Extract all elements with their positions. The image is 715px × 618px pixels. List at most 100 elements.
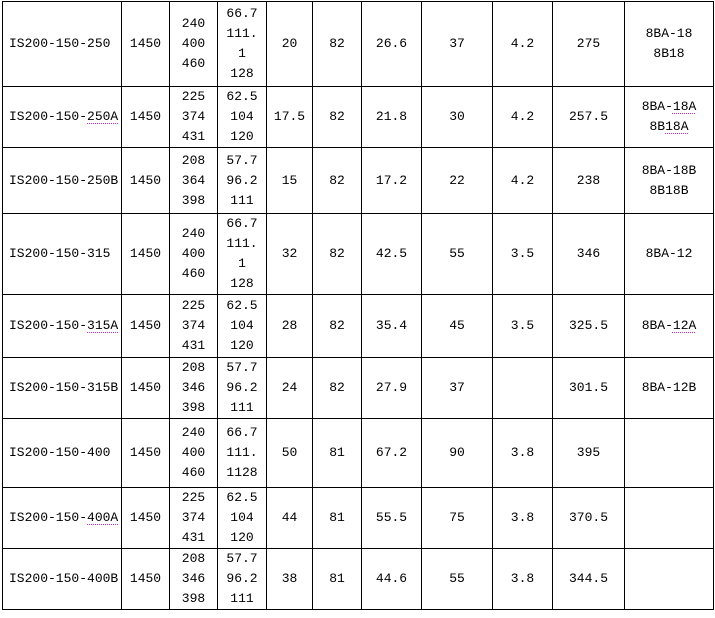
flow-ls-cell: 66.7 111. 1128 [217, 418, 267, 488]
flow-cell: 225 374 431 [169, 86, 218, 148]
spellcheck-squiggle: 400A [87, 510, 119, 525]
impeller-dia-cell: 257.5 [552, 86, 625, 148]
npsh-cell: 4.2 [492, 147, 553, 214]
flow-ls-cell: 57.7 96.2 111 [217, 357, 267, 419]
motor-power-cell: 37 [421, 1, 493, 87]
pump-code-cell: 8BA-18B 8B18B [624, 147, 714, 214]
motor-power-cell: 90 [421, 418, 493, 488]
efficiency-cell: 81 [312, 487, 362, 549]
flow-cell: 225 374 431 [169, 487, 218, 549]
flow-ls-cell: 62.5 104 120 [217, 294, 267, 358]
shaft-power-cell: 17.2 [361, 147, 422, 214]
shaft-power-cell: 27.9 [361, 357, 422, 419]
flow-cell: 240 400 460 [169, 418, 218, 488]
table-row: IS200-150-315B 1450 208 346 398 57.7 96.… [2, 357, 714, 419]
head-cell: 17.5 [266, 86, 313, 148]
pump-code-cell: 8BA-12A [624, 294, 714, 358]
pump-code-cell [624, 548, 714, 610]
model-cell: IS200-150-400 [2, 418, 122, 488]
shaft-power-cell: 35.4 [361, 294, 422, 358]
flow-ls-cell: 62.5 104 120 [217, 487, 267, 549]
impeller-dia-cell: 346 [552, 213, 625, 295]
head-cell: 24 [266, 357, 313, 419]
spellcheck-squiggle: 250A [87, 109, 119, 124]
table-row: IS200-150-315 1450 240 400 460 66.7 111.… [2, 213, 714, 295]
pump-code-cell: 8BA-18 8B18 [624, 1, 714, 87]
pump-code-cell: 8BA-18A 8B18A [624, 86, 714, 148]
table-row: IS200-150-250B 1450 208 364 398 57.7 96.… [2, 147, 714, 214]
impeller-dia-cell: 370.5 [552, 487, 625, 549]
npsh-cell: 3.8 [492, 487, 553, 549]
flow-cell: 240 400 460 [169, 213, 218, 295]
pump-code-cell [624, 418, 714, 488]
table-row: IS200-150-315A 1450 225 374 431 62.5 104… [2, 294, 714, 358]
shaft-power-cell: 21.8 [361, 86, 422, 148]
shaft-power-cell: 26.6 [361, 1, 422, 87]
motor-power-cell: 45 [421, 294, 493, 358]
npsh-cell: 3.8 [492, 418, 553, 488]
model-cell: IS200-150-250A [2, 86, 122, 148]
model-cell: IS200-150-315A [2, 294, 122, 358]
model-cell: IS200-150-400B [2, 548, 122, 610]
efficiency-cell: 82 [312, 294, 362, 358]
head-cell: 15 [266, 147, 313, 214]
head-cell: 32 [266, 213, 313, 295]
motor-power-cell: 37 [421, 357, 493, 419]
impeller-dia-cell: 275 [552, 1, 625, 87]
efficiency-cell: 82 [312, 86, 362, 148]
efficiency-cell: 82 [312, 147, 362, 214]
model-cell: IS200-150-250B [2, 147, 122, 214]
shaft-power-cell: 42.5 [361, 213, 422, 295]
spellcheck-squiggle: 18A [665, 119, 689, 134]
speed-cell: 1450 [121, 357, 170, 419]
spellcheck-squiggle: 12A [672, 318, 697, 333]
flow-cell: 225 374 431 [169, 294, 218, 358]
model-cell: IS200-150-315 [2, 213, 122, 295]
motor-power-cell: 55 [421, 213, 493, 295]
speed-cell: 1450 [121, 418, 170, 488]
flow-cell: 208 346 398 [169, 357, 218, 419]
impeller-dia-cell: 325.5 [552, 294, 625, 358]
flow-cell: 240 400 460 [169, 1, 218, 87]
pump-code-cell [624, 487, 714, 549]
pump-code-cell: 8BA-12 [624, 213, 714, 295]
model-cell: IS200-150-315B [2, 357, 122, 419]
efficiency-cell: 82 [312, 357, 362, 419]
head-cell: 50 [266, 418, 313, 488]
npsh-cell: 4.2 [492, 86, 553, 148]
speed-cell: 1450 [121, 213, 170, 295]
head-cell: 28 [266, 294, 313, 358]
flow-ls-cell: 62.5 104 120 [217, 86, 267, 148]
head-cell: 44 [266, 487, 313, 549]
speed-cell: 1450 [121, 294, 170, 358]
head-cell: 20 [266, 1, 313, 87]
flow-ls-cell: 57.7 96.2 111 [217, 548, 267, 610]
table-row: IS200-150-250 1450 240 400 460 66.7 111.… [2, 1, 714, 87]
impeller-dia-cell: 395 [552, 418, 625, 488]
motor-power-cell: 75 [421, 487, 493, 549]
impeller-dia-cell: 301.5 [552, 357, 625, 419]
npsh-cell: 3.5 [492, 294, 553, 358]
model-cell: IS200-150-400A [2, 487, 122, 549]
motor-power-cell: 55 [421, 548, 493, 610]
efficiency-cell: 82 [312, 213, 362, 295]
shaft-power-cell: 44.6 [361, 548, 422, 610]
efficiency-cell: 81 [312, 548, 362, 610]
flow-ls-cell: 57.7 96.2 111 [217, 147, 267, 214]
model-cell: IS200-150-250 [2, 1, 122, 87]
spellcheck-squiggle: 315A [87, 318, 119, 333]
motor-power-cell: 22 [421, 147, 493, 214]
table-row: IS200-150-400B 1450 208 346 398 57.7 96.… [2, 548, 714, 610]
speed-cell: 1450 [121, 1, 170, 87]
table-row: IS200-150-400 1450 240 400 460 66.7 111.… [2, 418, 714, 488]
speed-cell: 1450 [121, 487, 170, 549]
npsh-cell: 4.2 [492, 1, 553, 87]
pump-code-cell: 8BA-12B [624, 357, 714, 419]
shaft-power-cell: 55.5 [361, 487, 422, 549]
impeller-dia-cell: 238 [552, 147, 625, 214]
speed-cell: 1450 [121, 548, 170, 610]
spellcheck-squiggle: 18A [672, 99, 697, 114]
impeller-dia-cell: 344.5 [552, 548, 625, 610]
